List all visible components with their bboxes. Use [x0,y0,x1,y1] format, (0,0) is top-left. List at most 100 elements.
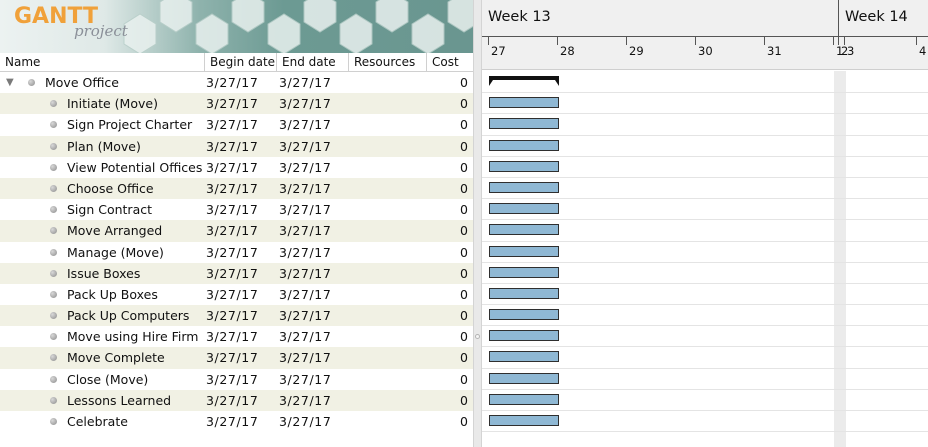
table-row[interactable]: Initiate (Move) 3/27/17 3/27/17 0 [0,93,473,115]
cost-cell[interactable]: 0 [460,138,468,154]
end-date-cell[interactable]: 3/27/17 [279,371,332,387]
table-row[interactable]: Move using Hire Firm 3/27/17 3/27/17 0 [0,326,473,347]
resources-cell[interactable] [349,284,427,305]
task-name-cell[interactable]: Choose Office [0,178,205,199]
begin-date-cell[interactable]: 3/27/17 [206,117,259,133]
end-date-cell[interactable]: 3/27/17 [279,244,332,260]
begin-date-cell[interactable]: 3/27/17 [206,329,259,345]
resources-cell[interactable] [349,390,427,411]
task-bar[interactable] [489,224,559,236]
begin-date-cell[interactable]: 3/27/17 [206,286,259,302]
column-header-begin-date[interactable]: Begin date [205,53,277,72]
cost-cell[interactable]: 0 [460,329,468,345]
cost-cell[interactable]: 0 [460,223,468,239]
cost-cell[interactable]: 0 [460,308,468,324]
table-row[interactable]: Sign Project Charter 3/27/17 3/27/17 0 [0,114,473,135]
task-bar[interactable] [489,372,559,384]
end-date-cell[interactable]: 3/27/17 [279,96,332,112]
task-bar[interactable] [489,118,559,130]
column-header-resources[interactable]: Resources [349,53,427,72]
task-bar[interactable] [489,97,559,109]
task-bar[interactable] [489,351,559,363]
end-date-cell[interactable]: 3/27/17 [279,202,332,218]
table-row[interactable]: Sign Contract 3/27/17 3/27/17 0 [0,199,473,220]
cost-cell[interactable]: 0 [460,75,468,90]
cost-cell[interactable]: 0 [460,414,468,429]
cost-cell[interactable]: 0 [460,244,468,260]
resources-cell[interactable] [349,242,427,263]
task-name-cell[interactable]: Initiate (Move) [0,93,205,114]
summary-task-bar[interactable] [489,76,559,86]
task-name-cell[interactable]: Move using Hire Firm [0,326,205,347]
cost-cell[interactable]: 0 [460,159,468,175]
table-row[interactable]: Pack Up Computers 3/27/17 3/27/17 0 [0,305,473,327]
resources-cell[interactable] [349,136,427,157]
resources-cell[interactable] [349,72,427,93]
end-date-cell[interactable]: 3/27/17 [279,414,332,429]
end-date-cell[interactable]: 3/27/17 [279,265,332,281]
table-row[interactable]: Lessons Learned 3/27/17 3/27/17 0 [0,389,473,411]
resources-cell[interactable] [349,157,427,178]
task-bar[interactable] [489,415,559,426]
resources-cell[interactable] [349,114,427,135]
table-row[interactable]: Issue Boxes 3/27/17 3/27/17 0 [0,262,473,284]
begin-date-cell[interactable]: 3/27/17 [206,308,259,324]
cost-cell[interactable]: 0 [460,286,468,302]
column-header-end-date[interactable]: End date [277,53,349,72]
resources-cell[interactable] [349,369,427,390]
table-row[interactable]: ▼ Move Office 3/27/17 3/27/17 0 [0,72,473,93]
task-name-cell[interactable]: Pack Up Computers [0,305,205,326]
resources-cell[interactable] [349,220,427,241]
task-name-cell[interactable]: Celebrate [0,411,205,432]
cost-cell[interactable]: 0 [460,180,468,196]
begin-date-cell[interactable]: 3/27/17 [206,392,259,408]
resources-cell[interactable] [349,93,427,114]
end-date-cell[interactable]: 3/27/17 [279,308,332,324]
task-name-cell[interactable]: Issue Boxes [0,263,205,284]
task-bar[interactable] [489,245,559,257]
begin-date-cell[interactable]: 3/27/17 [206,223,259,239]
end-date-cell[interactable]: 3/27/17 [279,75,332,90]
task-bar[interactable] [489,160,559,172]
end-date-cell[interactable]: 3/27/17 [279,223,332,239]
task-name-cell[interactable]: Move Office [0,72,205,93]
end-date-cell[interactable]: 3/27/17 [279,180,332,196]
begin-date-cell[interactable]: 3/27/17 [206,75,259,90]
task-name-cell[interactable]: View Potential Offices [0,157,205,178]
begin-date-cell[interactable]: 3/27/17 [206,180,259,196]
begin-date-cell[interactable]: 3/27/17 [206,159,259,175]
table-row[interactable]: View Potential Offices 3/27/17 3/27/17 0 [0,157,473,178]
resources-cell[interactable] [349,199,427,220]
begin-date-cell[interactable]: 3/27/17 [206,265,259,281]
task-bar[interactable] [489,309,559,321]
table-row[interactable]: Celebrate 3/27/17 3/27/17 0 [0,411,473,432]
resources-cell[interactable] [349,411,427,432]
table-row[interactable]: Choose Office 3/27/17 3/27/17 0 [0,177,473,200]
task-name-cell[interactable]: Lessons Learned [0,390,205,411]
begin-date-cell[interactable]: 3/27/17 [206,244,259,260]
cost-cell[interactable]: 0 [460,392,468,408]
task-bar[interactable] [489,287,559,299]
task-name-cell[interactable]: Manage (Move) [0,242,205,263]
task-bar[interactable] [489,266,559,278]
resources-cell[interactable] [349,263,427,284]
triangle-down-icon[interactable]: ▼ [6,77,14,88]
table-row[interactable]: Move Complete 3/27/17 3/27/17 0 [0,347,473,369]
task-bar[interactable] [489,393,559,405]
task-bar[interactable] [489,139,559,151]
task-bar[interactable] [489,203,559,215]
end-date-cell[interactable]: 3/27/17 [279,392,332,408]
task-name-cell[interactable]: Close (Move) [0,369,205,390]
column-header-cost[interactable]: Cost [432,55,459,69]
begin-date-cell[interactable]: 3/27/17 [206,414,259,429]
end-date-cell[interactable]: 3/27/17 [279,117,332,133]
table-row[interactable]: Move Arranged 3/27/17 3/27/17 0 [0,220,473,242]
table-row[interactable]: Plan (Move) 3/27/17 3/27/17 0 [0,135,473,157]
resources-cell[interactable] [349,305,427,326]
pane-splitter[interactable] [473,0,482,447]
task-name-cell[interactable]: Pack Up Boxes [0,284,205,305]
table-row[interactable]: Pack Up Boxes 3/27/17 3/27/17 0 [0,284,473,305]
begin-date-cell[interactable]: 3/27/17 [206,138,259,154]
table-row[interactable]: Manage (Move) 3/27/17 3/27/17 0 [0,242,473,263]
resources-cell[interactable] [349,347,427,368]
